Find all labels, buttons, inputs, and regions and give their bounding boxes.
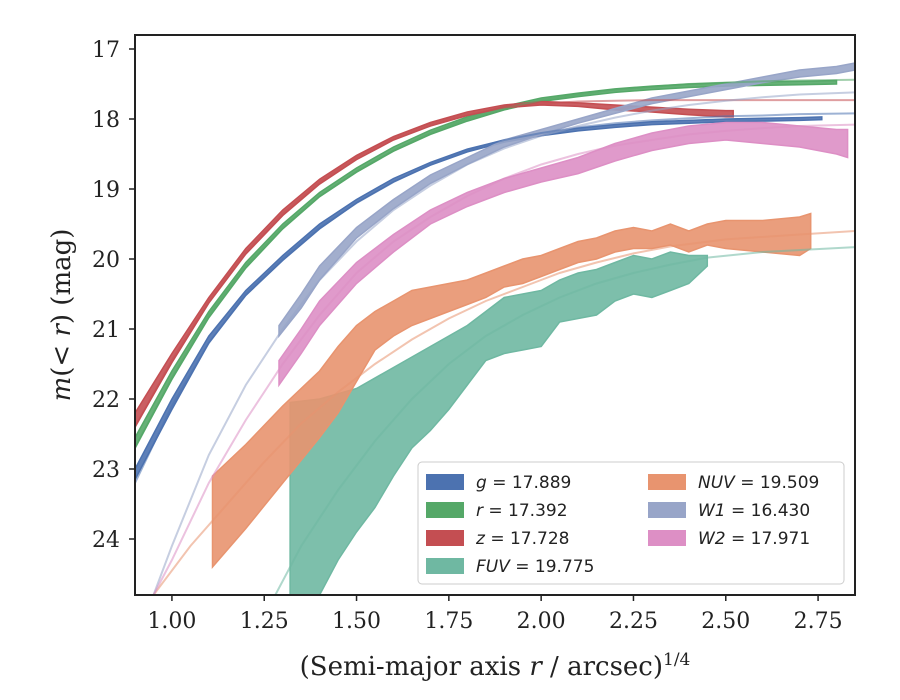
legend-swatch-nuv	[648, 474, 686, 490]
x-tick-label: 2.75	[794, 609, 843, 634]
legend-swatch-w1	[648, 502, 686, 518]
band-fuv	[289, 251, 709, 595]
legend-label-w2: W2 = 17.971	[698, 529, 810, 549]
y-tick-label: 22	[92, 388, 120, 413]
legend-swatch-fuv	[426, 558, 464, 574]
y-tick-label: 24	[92, 528, 120, 553]
y-tick-label: 23	[92, 458, 120, 483]
x-tick-label: 2.00	[517, 609, 566, 634]
legend-label-r: r = 17.392	[476, 501, 568, 521]
band-w2	[278, 121, 849, 388]
y-tick-label: 20	[92, 248, 120, 273]
legend-label-w1: W1 = 16.430	[698, 501, 810, 521]
y-tick-label: 18	[92, 108, 120, 133]
legend-label-g: g = 17.889	[476, 473, 571, 493]
y-tick-label: 21	[92, 318, 120, 343]
x-tick-label: 1.75	[424, 609, 473, 634]
model-curve-r	[135, 78, 855, 449]
y-tick-label: 19	[92, 178, 120, 203]
legend-frame	[417, 461, 845, 585]
x-tick-label: 2.50	[701, 609, 750, 634]
model-curve-z	[135, 99, 855, 428]
model-curve-nuv	[152, 230, 855, 595]
y-axis-ticks: 17 18 19 20 21 22 23 24	[92, 38, 135, 553]
y-axis-label: m(< r) (mag)	[47, 229, 77, 402]
legend-swatch-w2	[648, 530, 686, 546]
x-tick-label: 1.00	[147, 609, 196, 634]
y-tick-label: 17	[92, 38, 120, 63]
x-axis-ticks: 1.00 1.25 1.50 1.75 2.00 2.25 2.50 2.75	[147, 595, 843, 634]
legend-swatch-z	[426, 530, 464, 546]
legend-label-nuv: NUV = 19.509	[698, 473, 819, 493]
model-curve-w2	[152, 123, 855, 595]
legend-swatch-g	[426, 474, 464, 490]
model-curves	[135, 78, 855, 595]
x-tick-label: 2.25	[609, 609, 658, 634]
x-tick-label: 1.25	[240, 609, 289, 634]
uncertainty-bands	[135, 62, 855, 595]
legend-label-fuv: FUV = 19.775	[476, 557, 594, 577]
band-w1	[278, 62, 855, 339]
legend-label-z: z = 17.728	[475, 529, 569, 549]
model-curve-fuv	[274, 246, 855, 595]
x-tick-label: 1.50	[332, 609, 381, 634]
x-axis-label: (Semi-major axis r / arcsec)1/4	[300, 650, 691, 682]
model-curve-g	[135, 112, 855, 484]
model-curve-w1	[152, 91, 855, 595]
plot-frame	[134, 34, 856, 596]
legend: g = 17.889 r = 17.392 z = 17.728 FUV = 19.7…	[417, 461, 845, 585]
legend-swatch-r	[426, 502, 464, 518]
